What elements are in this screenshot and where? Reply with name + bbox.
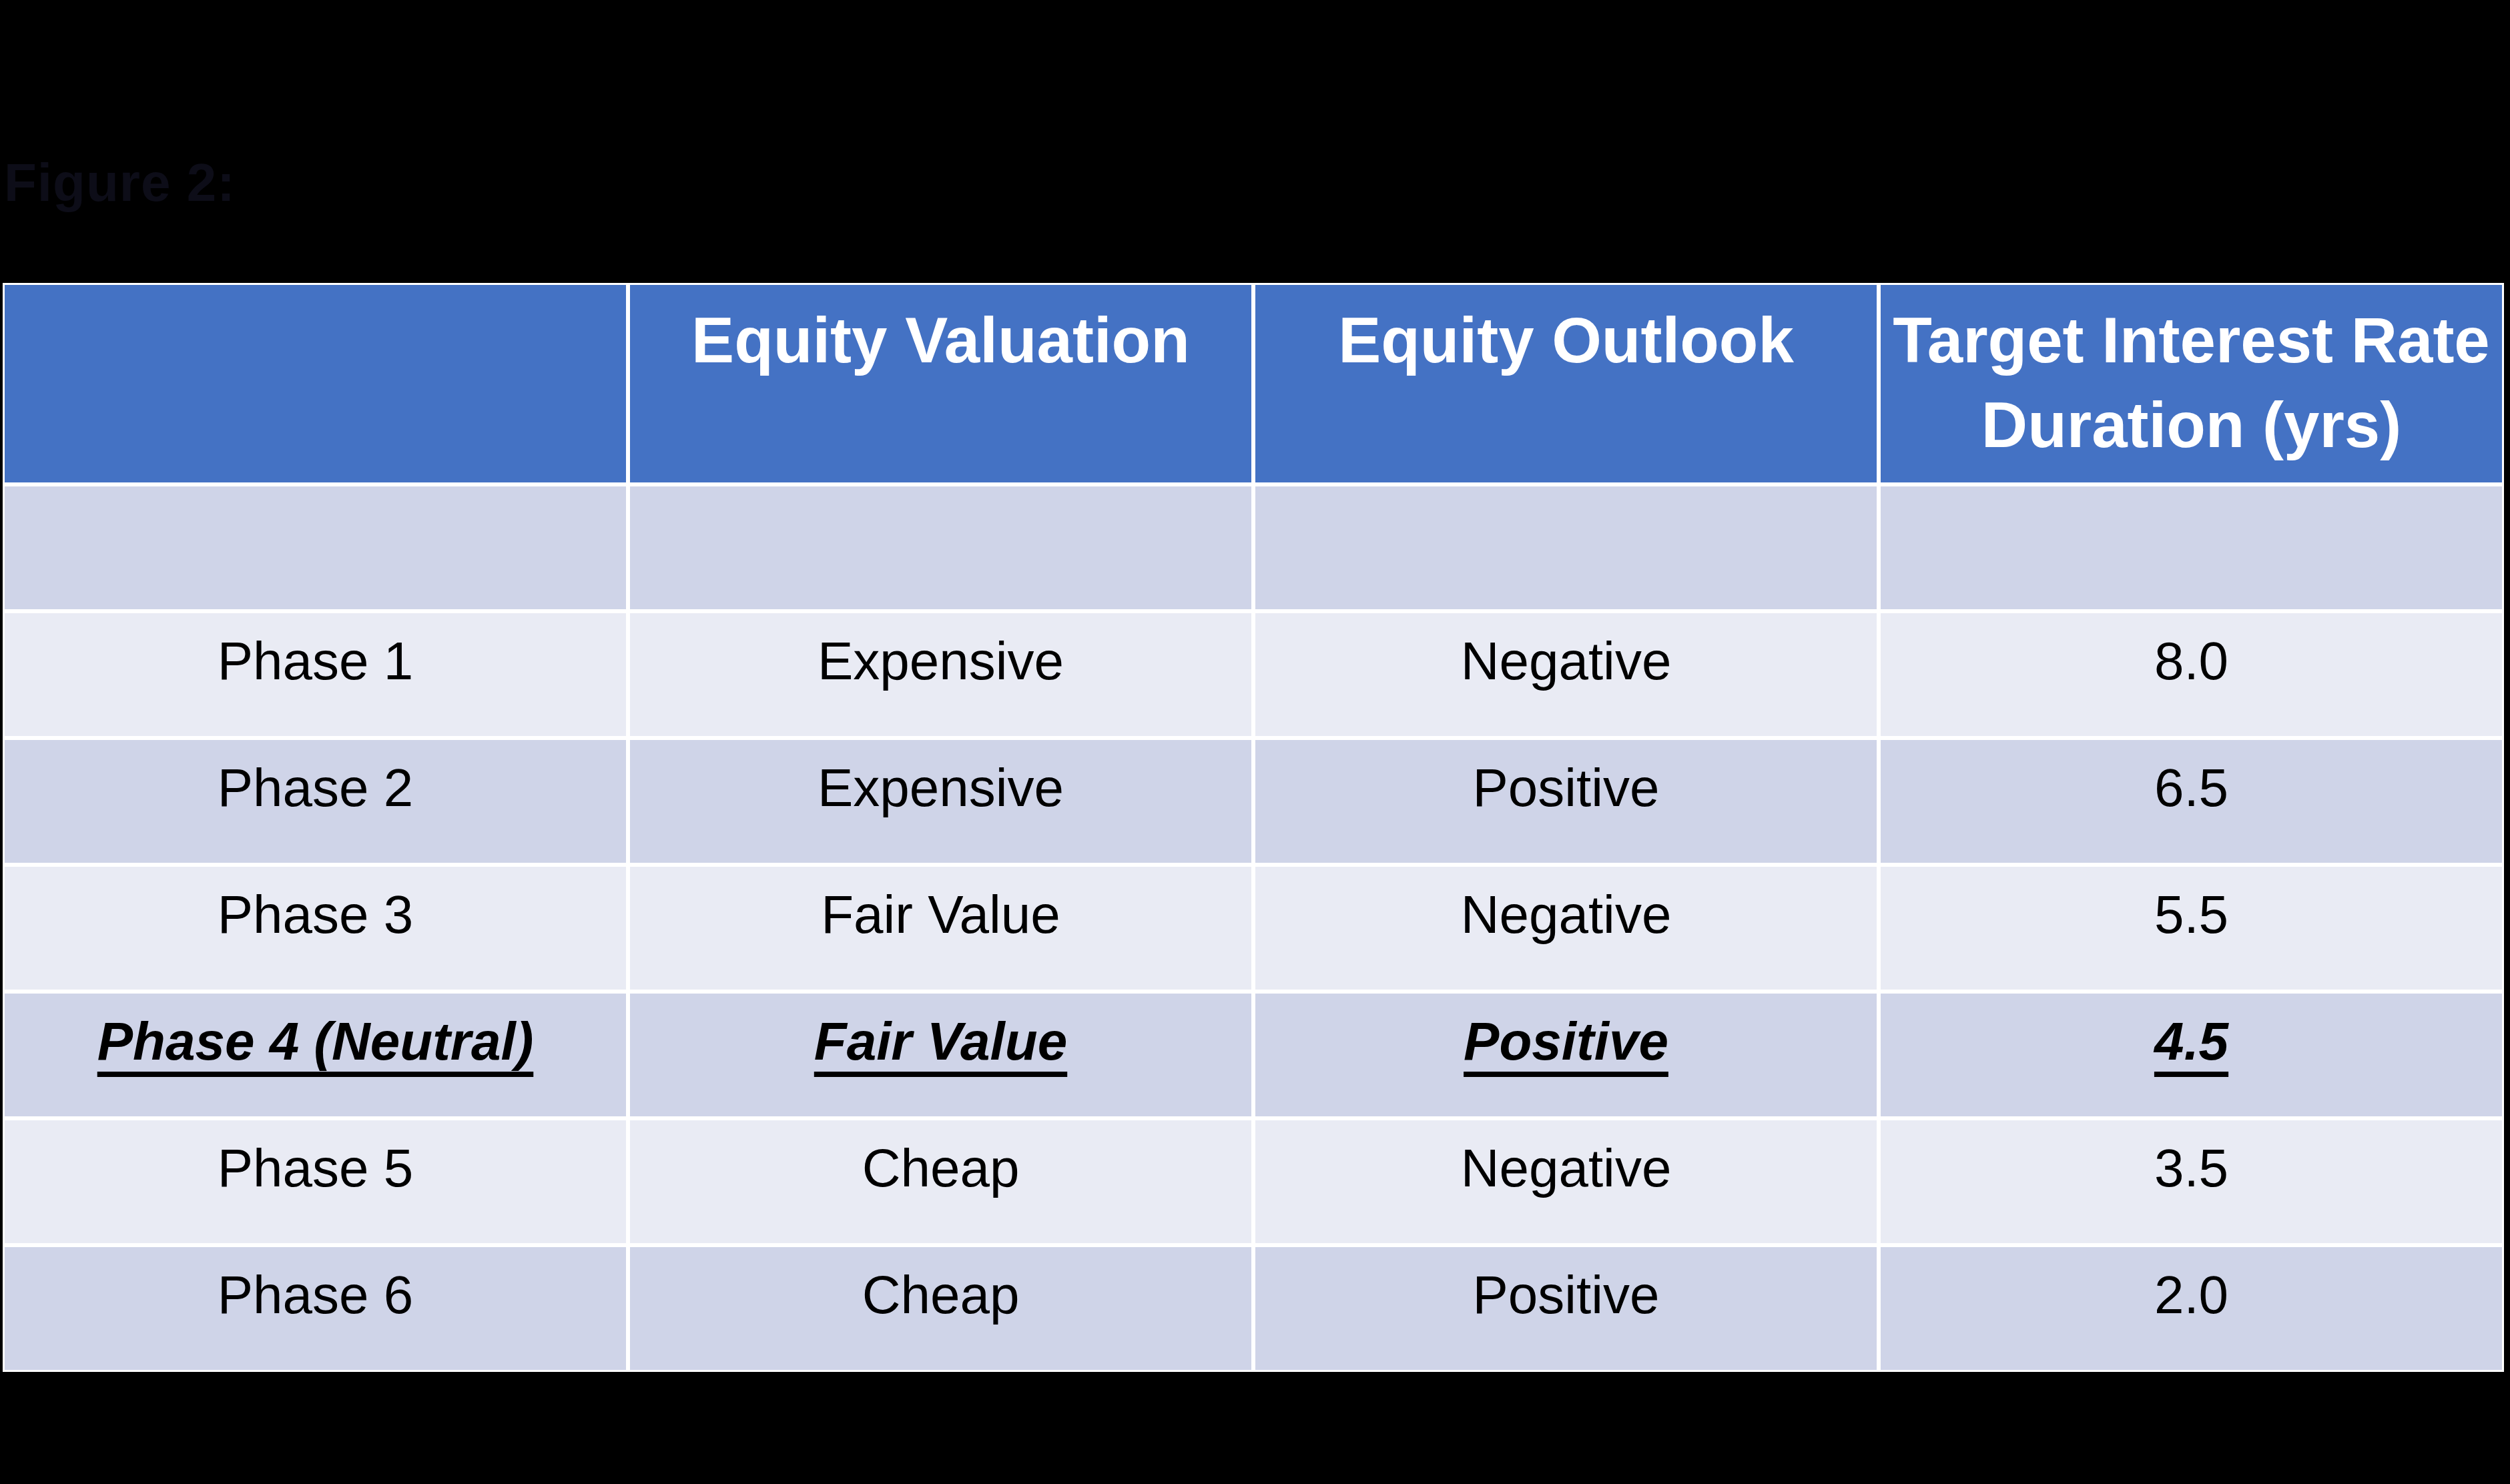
row-label-cell: Phase 1	[3, 611, 628, 738]
valuation-cell: Cheap	[628, 1245, 1253, 1372]
outlook-cell: Positive	[1253, 738, 1879, 865]
phase-allocation-table: Equity Valuation Equity Outlook Target I…	[3, 283, 2504, 1372]
table-row-phase-4-neutral: Phase 4 (Neutral) Fair Value Positive 4.…	[3, 992, 2504, 1118]
outlook-cell	[1253, 484, 1879, 611]
table-row-phase-2: Phase 2 Expensive Positive 6.5	[3, 738, 2504, 865]
table-row-phase-6: Phase 6 Cheap Positive 2.0	[3, 1245, 2504, 1372]
row-label-cell: Phase 4 (Neutral)	[3, 992, 628, 1118]
column-header-target-duration: Target Interest Rate Duration (yrs)	[1879, 283, 2504, 484]
duration-cell: 5.5	[1879, 865, 2504, 992]
valuation-cell	[628, 484, 1253, 611]
table-row-phase-3: Phase 3 Fair Value Negative 5.5	[3, 865, 2504, 992]
outlook-cell: Negative	[1253, 865, 1879, 992]
outlook-cell: Positive	[1253, 1245, 1879, 1372]
outlook-cell: Negative	[1253, 611, 1879, 738]
outlook-cell: Negative	[1253, 1118, 1879, 1245]
table-body: Phase 1 Expensive Negative 8.0 Phase 2 E…	[3, 484, 2504, 1372]
duration-cell: 6.5	[1879, 738, 2504, 865]
column-header-target-duration-line2: Duration (yrs)	[1981, 389, 2401, 460]
valuation-cell: Fair Value	[628, 992, 1253, 1118]
duration-cell: 3.5	[1879, 1118, 2504, 1245]
table-header: Equity Valuation Equity Outlook Target I…	[3, 283, 2504, 484]
row-label-cell	[3, 484, 628, 611]
duration-cell	[1879, 484, 2504, 611]
row-label-cell: Phase 5	[3, 1118, 628, 1245]
duration-cell: 2.0	[1879, 1245, 2504, 1372]
column-header-equity-valuation: Equity Valuation	[628, 283, 1253, 484]
row-label-cell: Phase 3	[3, 865, 628, 992]
table-row-phase-5: Phase 5 Cheap Negative 3.5	[3, 1118, 2504, 1245]
figure-caption: Figure 2:	[4, 152, 236, 214]
valuation-cell: Fair Value	[628, 865, 1253, 992]
duration-cell: 8.0	[1879, 611, 2504, 738]
column-header-blank	[3, 283, 628, 484]
duration-cell: 4.5	[1879, 992, 2504, 1118]
outlook-cell: Positive	[1253, 992, 1879, 1118]
header-row: Equity Valuation Equity Outlook Target I…	[3, 283, 2504, 484]
valuation-cell: Expensive	[628, 738, 1253, 865]
table-row-spacer	[3, 484, 2504, 611]
valuation-cell: Cheap	[628, 1118, 1253, 1245]
row-label-cell: Phase 2	[3, 738, 628, 865]
row-label-cell: Phase 6	[3, 1245, 628, 1372]
column-header-equity-outlook: Equity Outlook	[1253, 283, 1879, 484]
column-header-target-duration-line1: Target Interest Rate	[1893, 304, 2489, 376]
slide-canvas: { "figure": { "caption": "Figure 2:" }, …	[0, 0, 2510, 1484]
valuation-cell: Expensive	[628, 611, 1253, 738]
table-row-phase-1: Phase 1 Expensive Negative 8.0	[3, 611, 2504, 738]
